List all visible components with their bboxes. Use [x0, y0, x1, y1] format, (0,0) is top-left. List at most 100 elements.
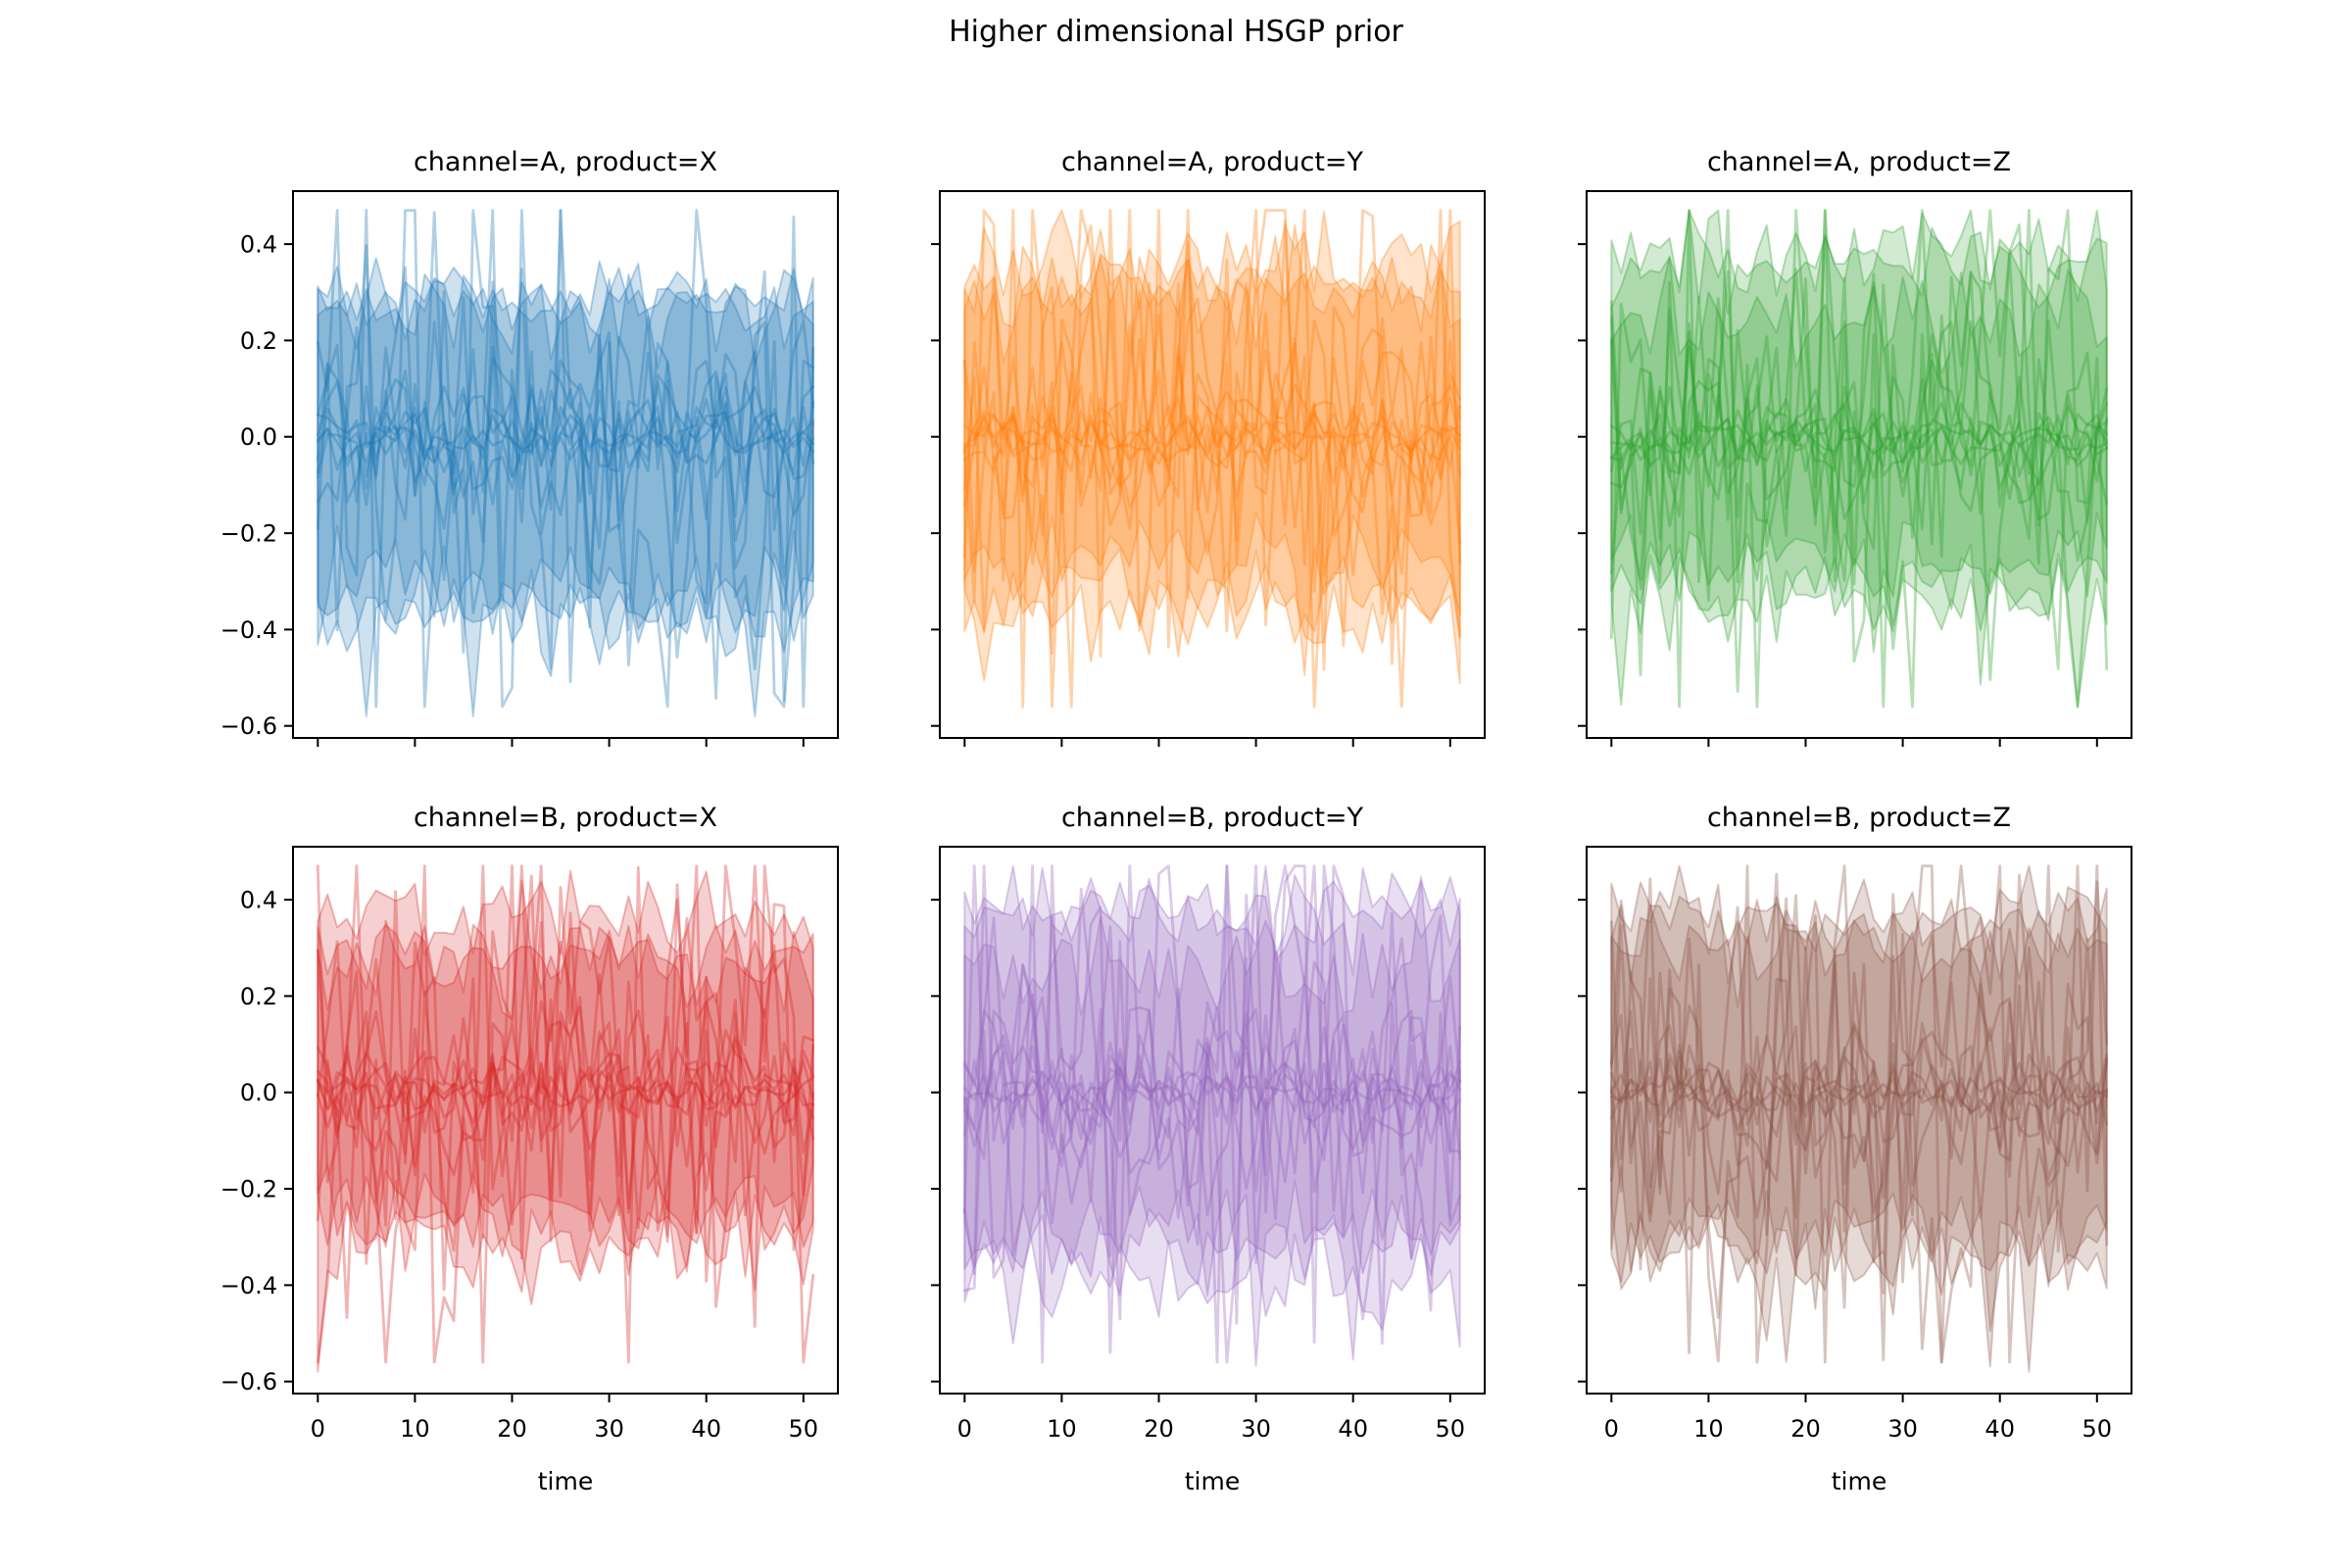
- prior-sample-line: [1609, 385, 2109, 488]
- prior-sample-line: [962, 864, 1462, 1364]
- prior-sample-line: [1609, 209, 2109, 709]
- panel-channel-a-product-x: channel=A, product=X 0.4 0.2 0.0 −0.2 −0.4 −0…: [185, 146, 861, 871]
- prior-sample-line: [1609, 209, 2109, 709]
- axes-spines: [939, 190, 1486, 739]
- y-tick-label: 0.4: [240, 887, 277, 914]
- x-tick-label: 30: [1887, 1415, 1918, 1443]
- x-axis-label: time: [1832, 1467, 1886, 1495]
- panel-title: channel=B, product=Z: [1706, 803, 2012, 833]
- prior-sample-line: [316, 315, 815, 590]
- hdi-band: [963, 866, 1461, 1348]
- x-axis-label: time: [1185, 1467, 1240, 1495]
- prior-sample-line: [316, 209, 815, 709]
- panel-channel-b-product-z: channel=B, product=Z 0 10 20 30 40 50 time: [1479, 802, 2155, 1527]
- y-tick-label: −0.4: [220, 1272, 277, 1299]
- prior-sample-line: [316, 864, 815, 1364]
- y-tick-label: 0.2: [240, 327, 277, 355]
- axes-spines: [292, 846, 839, 1395]
- prior-sample-line: [316, 920, 815, 1234]
- hdi-band: [1610, 209, 2108, 709]
- prior-sample-line: [316, 352, 815, 509]
- prior-sample-line: [962, 864, 1462, 1325]
- hdi-band: [963, 223, 1461, 685]
- prior-sample-line: [962, 372, 1462, 499]
- x-tick-label: 10: [1047, 1415, 1077, 1443]
- prior-sample-line: [316, 414, 815, 461]
- prior-sample-line: [1609, 864, 2109, 1364]
- hdi-band: [1610, 209, 2108, 654]
- axes-spines: [1586, 846, 2132, 1395]
- x-tick-label: 50: [789, 1415, 819, 1443]
- prior-sample-line: [316, 957, 815, 1230]
- panel-channel-a-product-y: channel=A, product=Y: [832, 146, 1508, 871]
- axes-channel-b-product-x: 0 10 20 30 40 50 0.4 0.2 0.0 −0.2 −0.4 −0.6 time: [220, 846, 839, 1495]
- prior-sample-line: [316, 874, 815, 1364]
- panel-title: channel=B, product=X: [413, 803, 718, 833]
- prior-sample-line: [962, 1007, 1462, 1168]
- prior-sample-line: [316, 330, 815, 530]
- prior-sample-line: [962, 411, 1462, 466]
- hdi-band: [317, 869, 814, 1373]
- hdi-band: [317, 923, 814, 1305]
- hdi-band: [1610, 255, 2108, 686]
- prior-sample-line: [1609, 1024, 2109, 1182]
- x-tick-label: 0: [311, 1415, 325, 1443]
- axes-spines: [292, 190, 839, 739]
- axes-channel-a-product-x: 0.4 0.2 0.0 −0.2 −0.4 −0.6: [220, 190, 839, 747]
- y-tick-label: 0.0: [240, 1079, 277, 1106]
- x-tick-label: 30: [1241, 1415, 1271, 1443]
- panel-channel-b-product-y: channel=B, product=Y 0 10 20 30 40 50 time: [832, 802, 1508, 1527]
- panel-channel-b-product-x: channel=B, product=X 0 10 20 30 40 50 0.4 0.2 0.…: [185, 802, 861, 1527]
- x-tick-label: 40: [1984, 1415, 2015, 1443]
- prior-sample-line: [1609, 864, 2109, 1361]
- x-tick-label: 10: [400, 1415, 430, 1443]
- axes-channel-a-product-y: [931, 190, 1486, 747]
- prior-sample-line: [962, 341, 1462, 514]
- y-tick-label: 0.0: [240, 423, 277, 451]
- prior-sample-line: [1609, 980, 2109, 1223]
- prior-sample-line: [316, 1055, 815, 1130]
- prior-sample-line: [1609, 409, 2109, 480]
- axes-channel-b-product-y: 0 10 20 30 40 50 time: [931, 846, 1486, 1495]
- prior-sample-line: [316, 392, 815, 480]
- prior-sample-line: [1609, 415, 2109, 462]
- prior-sample-line: [316, 1075, 815, 1120]
- prior-sample-line: [962, 916, 1462, 1237]
- prior-sample-line: [962, 412, 1462, 457]
- panel-title: channel=A, product=Y: [1060, 147, 1364, 177]
- x-tick-label: 20: [1144, 1415, 1174, 1443]
- y-tick-label: 0.4: [240, 231, 277, 259]
- prior-sample-line: [1609, 1021, 2109, 1146]
- y-tick-label: −0.6: [220, 1368, 277, 1396]
- hdi-band: [317, 257, 814, 646]
- x-tick-label: 10: [1693, 1415, 1724, 1443]
- hdi-band: [317, 879, 814, 1276]
- prior-sample-line: [316, 1046, 815, 1139]
- x-tick-label: 30: [594, 1415, 624, 1443]
- x-tick-label: 50: [1436, 1415, 1466, 1443]
- hdi-band: [317, 260, 814, 717]
- x-tick-label: 40: [691, 1415, 721, 1443]
- y-tick-label: −0.2: [220, 1176, 277, 1203]
- axes-spines: [939, 846, 1486, 1395]
- x-tick-label: 50: [2082, 1415, 2113, 1443]
- prior-sample-line: [962, 341, 1462, 529]
- prior-sample-line: [962, 1065, 1462, 1112]
- panel-channel-a-product-z: channel=A, product=Z: [1479, 146, 2155, 871]
- prior-sample-line: [962, 974, 1462, 1194]
- panel-title: channel=B, product=Y: [1060, 803, 1364, 833]
- prior-sample-line: [316, 379, 815, 507]
- prior-sample-line: [316, 209, 815, 610]
- prior-sample-line: [1609, 872, 2109, 1220]
- y-tick-label: −0.4: [220, 616, 277, 644]
- hdi-band: [963, 864, 1461, 1367]
- prior-sample-line: [1609, 345, 2109, 536]
- prior-sample-line: [962, 975, 1462, 1207]
- prior-sample-line: [962, 209, 1462, 709]
- prior-sample-line: [962, 1058, 1462, 1117]
- panel-title: channel=A, product=X: [413, 147, 718, 177]
- x-tick-label: 0: [1604, 1415, 1619, 1443]
- hdi-band: [1610, 864, 2108, 1363]
- figure-title: Higher dimensional HSGP prior: [949, 15, 1403, 49]
